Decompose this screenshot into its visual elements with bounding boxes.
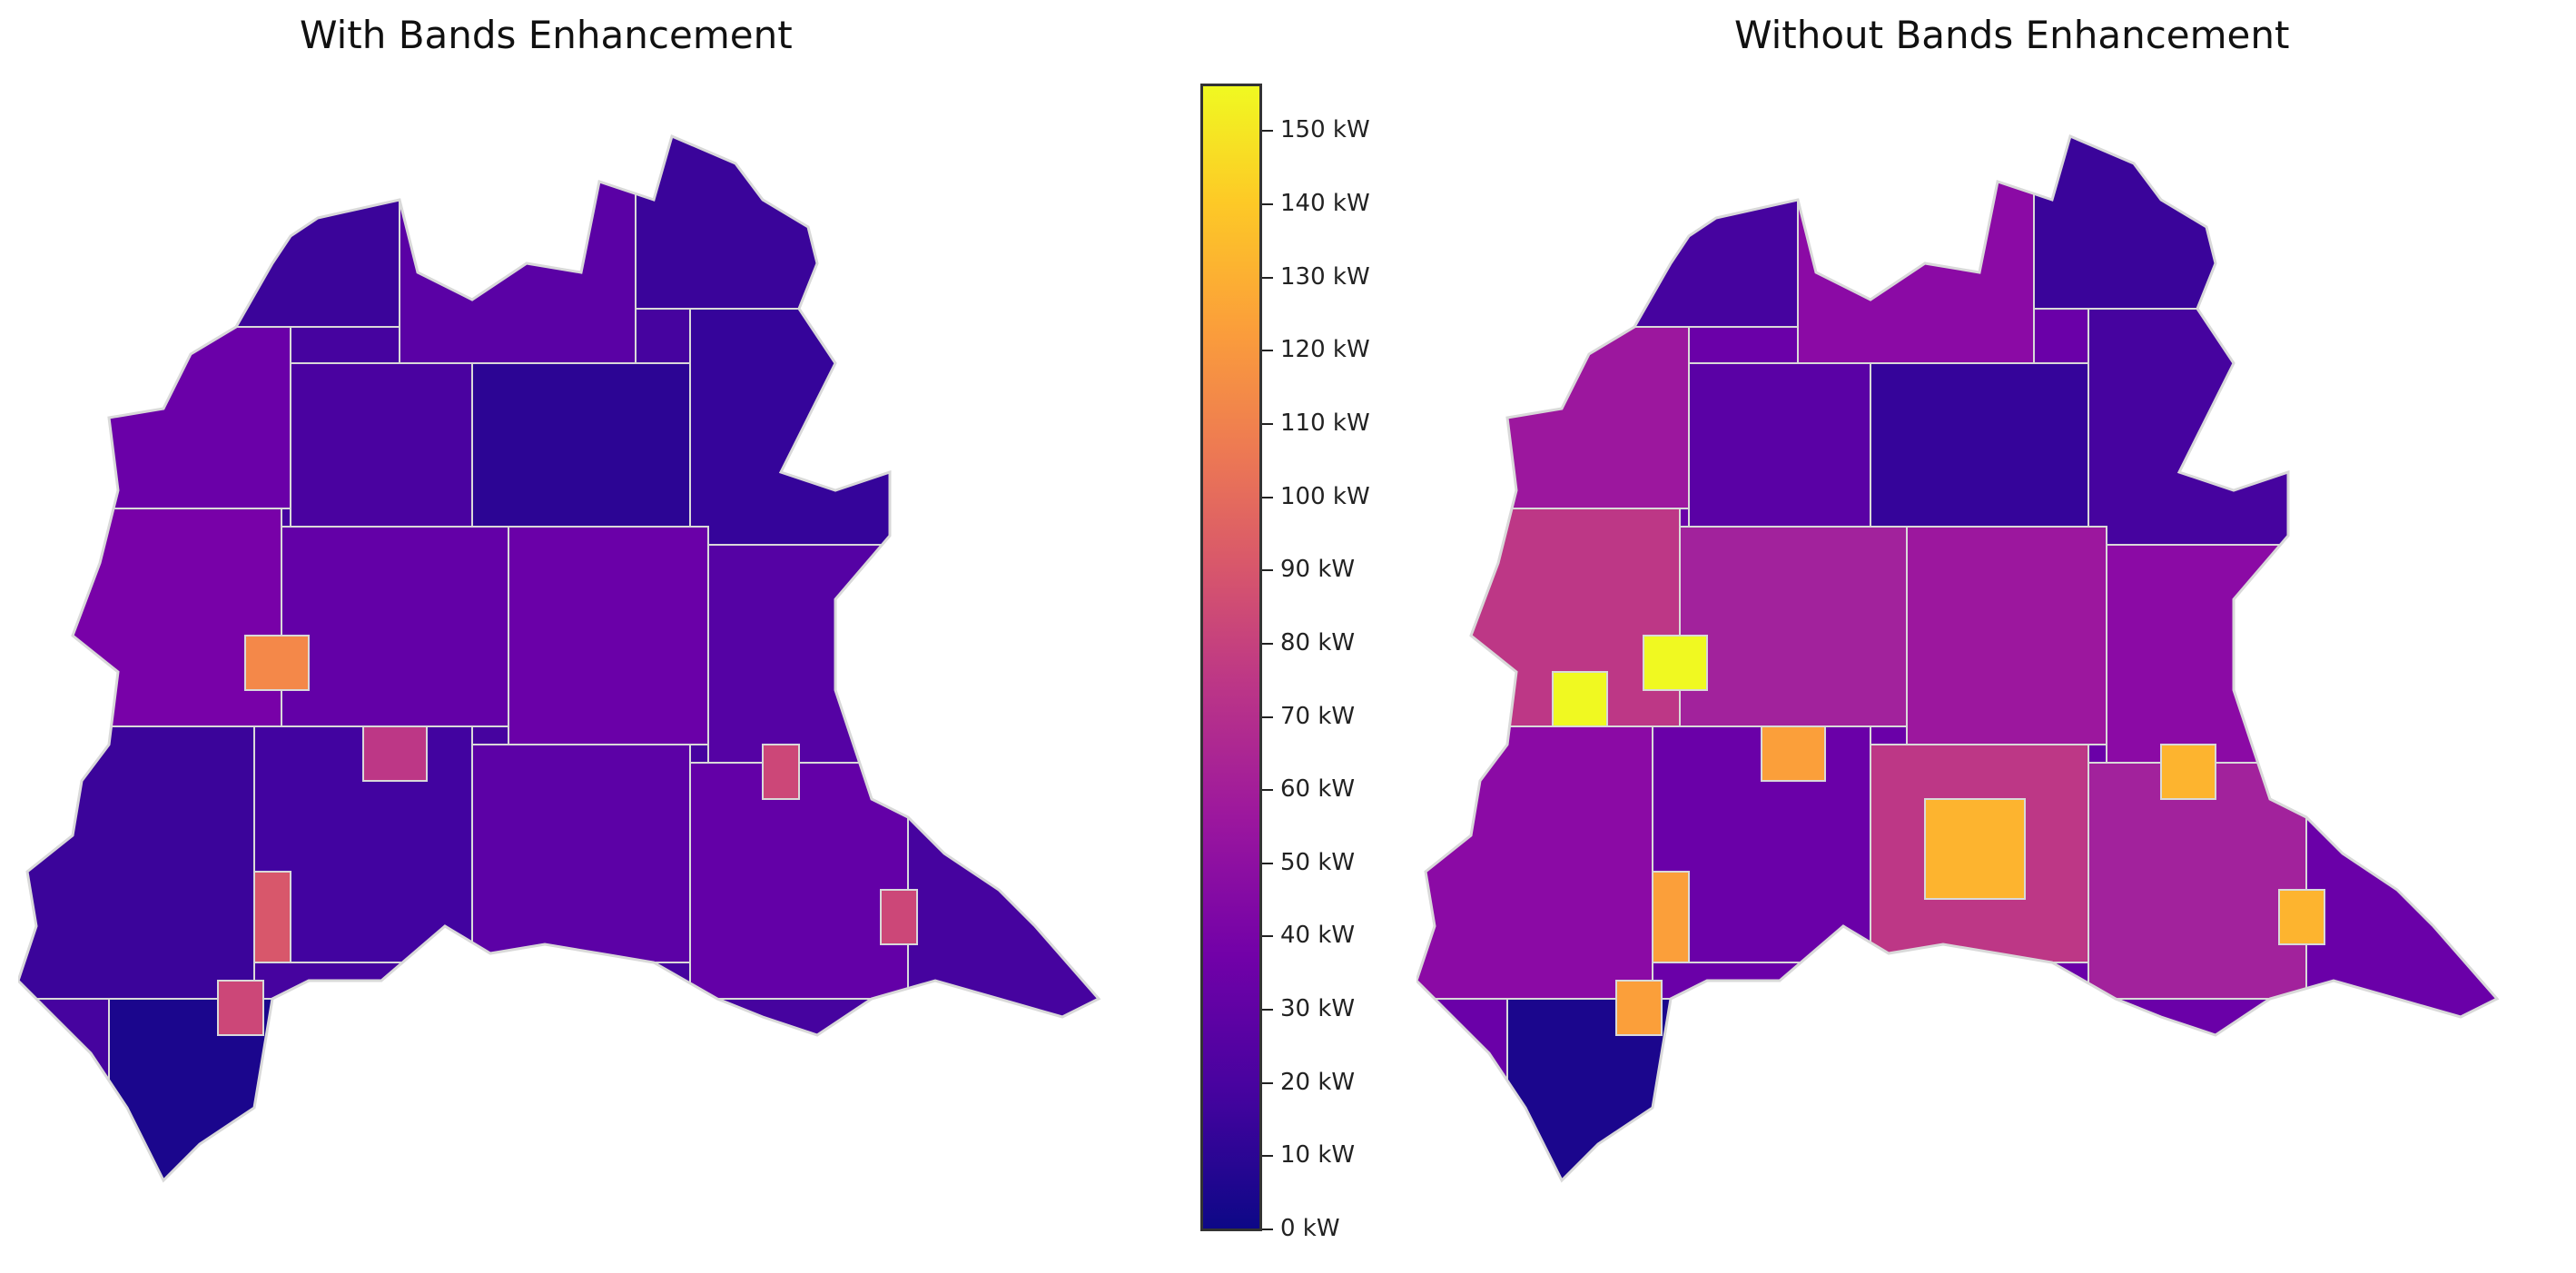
colorbar-tick [1262, 862, 1273, 864]
colorbar-tick [1262, 1009, 1273, 1011]
colorbar-tick-label: 100 kW [1280, 482, 1370, 510]
colorbar-tick [1262, 1229, 1273, 1230]
colorbar-tick-label: 0 kW [1280, 1215, 1340, 1242]
map-with-bands-enhancement [18, 127, 1162, 1199]
map-without-bands-enhancement [1416, 127, 2561, 1199]
colorbar-tick-label: 60 kW [1280, 775, 1356, 804]
colorbar-tick [1262, 350, 1273, 352]
colorbar-tick-label: 70 kW [1280, 702, 1356, 730]
colorbar-tick-label: 30 kW [1280, 995, 1356, 1023]
colorbar-tick [1262, 642, 1273, 645]
colorbar-tick-label: 110 kW [1280, 409, 1370, 437]
colorbar-tick [1262, 935, 1273, 938]
colorbar-tick [1262, 130, 1273, 133]
colorbar-tick [1262, 276, 1273, 279]
colorbar-tick-label: 80 kW [1280, 628, 1356, 656]
colorbar-tick-label: 90 kW [1280, 556, 1356, 584]
colorbar-tick [1262, 422, 1273, 425]
left-map-title: With Bands Enhancement [300, 13, 793, 57]
colorbar-tick [1262, 569, 1273, 572]
colorbar-tick [1262, 1155, 1273, 1158]
colorbar-tick-label: 40 kW [1280, 922, 1356, 950]
colorbar-tick [1262, 789, 1273, 792]
colorbar-tick-label: 10 kW [1280, 1141, 1356, 1169]
colorbar-tick-label: 50 kW [1280, 848, 1356, 876]
colorbar-tick-label: 130 kW [1280, 262, 1370, 291]
colorbar-tick-label: 140 kW [1280, 190, 1370, 218]
colorbar-tick-label: 120 kW [1280, 336, 1370, 364]
region-map-left [18, 133, 1101, 1183]
colorbar-tick [1262, 715, 1273, 718]
region-map-right [1416, 133, 2500, 1183]
colorbar-tick-label: 150 kW [1280, 116, 1370, 144]
colorbar-tick [1262, 203, 1273, 206]
right-map-title: Without Bands Enhancement [1734, 13, 2290, 57]
colorbar-tick [1262, 1081, 1273, 1084]
colorbar-tick-label: 20 kW [1280, 1068, 1356, 1096]
colorbar [1200, 84, 1262, 1231]
colorbar-tick [1262, 496, 1273, 498]
